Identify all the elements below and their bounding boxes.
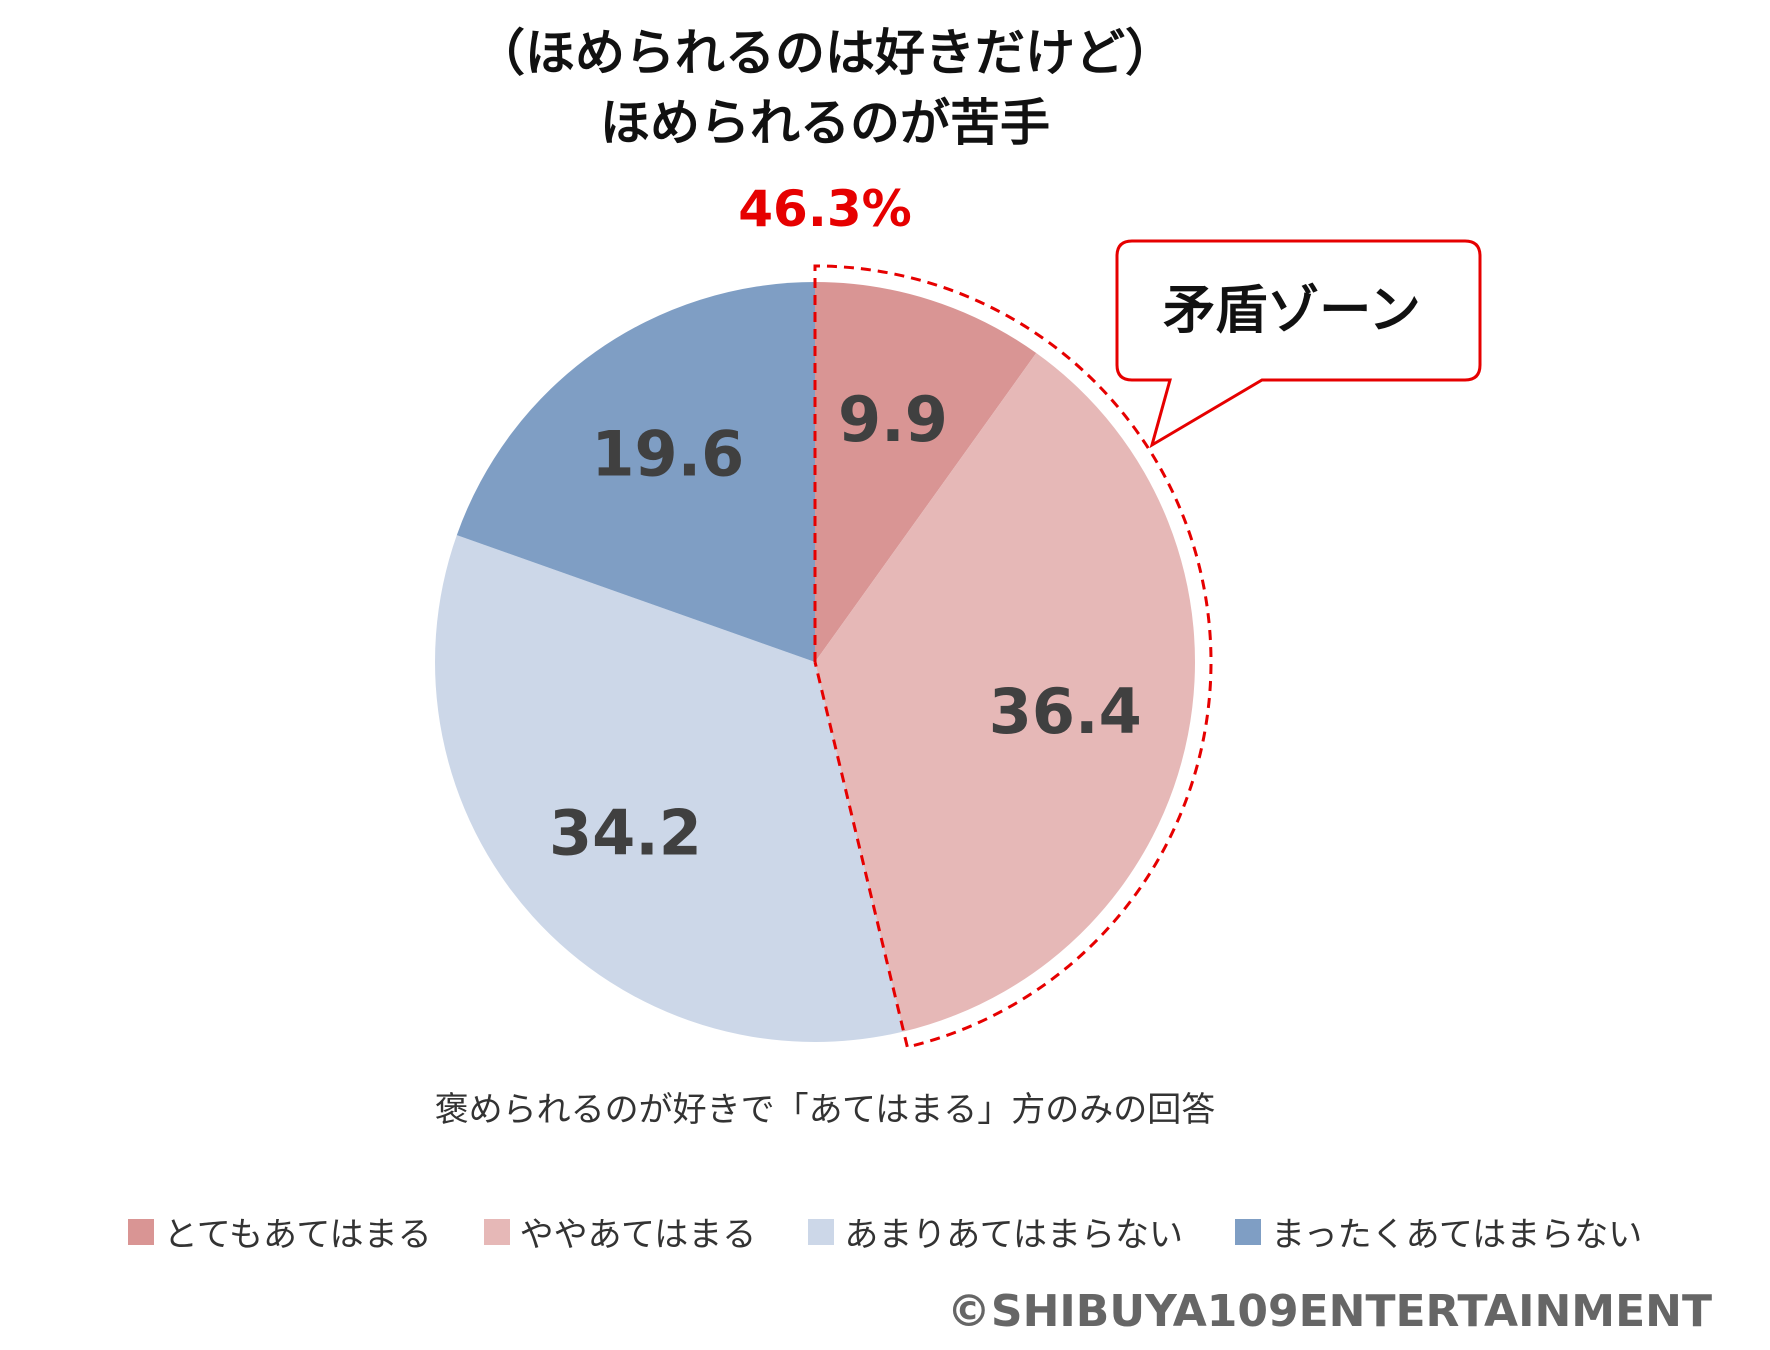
- legend-item-1: とてもあてはまる: [127, 1207, 432, 1256]
- legend-label: まったくあてはまらない: [1270, 1215, 1643, 1255]
- legend-swatch: [808, 1218, 835, 1245]
- slice-value-label-2: 36.4: [989, 675, 1142, 748]
- legend: とてもあてはまる ややあてはまる あまりあてはまらない まったくあてはまらない: [0, 1207, 1770, 1256]
- copyright-credit: ©SHIBUYA109ENTERTAINMENT: [946, 1286, 1712, 1337]
- callout-text: 矛盾ゾーン: [1163, 281, 1420, 341]
- highlight-total: 46.3%: [738, 180, 912, 238]
- chart-title: （ほめられるのは好きだけど）: [475, 24, 1175, 82]
- slice-value-label-3: 34.2: [549, 797, 702, 870]
- legend-label: ややあてはまる: [519, 1215, 757, 1255]
- pie-slice-3: [435, 535, 904, 1042]
- slice-value-label-4: 19.6: [591, 418, 744, 491]
- legend-label: あまりあてはまらない: [844, 1215, 1183, 1255]
- legend-swatch: [1234, 1218, 1261, 1245]
- pie-slice-4: [456, 282, 815, 662]
- pie-slice-2: [815, 353, 1196, 1032]
- pie-slice-1: [815, 282, 1037, 662]
- highlight-zone-outline: [813, 264, 1213, 1049]
- legend-item-3: あまりあてはまらない: [808, 1207, 1183, 1256]
- callout-bubble: [1115, 239, 1482, 449]
- chart-note: 褒められるのが好きで「あてはまる」方のみの回答: [434, 1090, 1216, 1130]
- legend-swatch: [483, 1218, 510, 1245]
- legend-item-2: ややあてはまる: [483, 1207, 757, 1256]
- legend-label: とてもあてはまる: [163, 1215, 432, 1255]
- legend-item-4: まったくあてはまらない: [1234, 1207, 1643, 1256]
- callout: 矛盾ゾーン: [1115, 239, 1482, 449]
- legend-swatch: [127, 1218, 154, 1245]
- chart-subtitle: ほめられるのが苦手: [600, 94, 1050, 152]
- slice-value-label-1: 9.9: [838, 383, 948, 456]
